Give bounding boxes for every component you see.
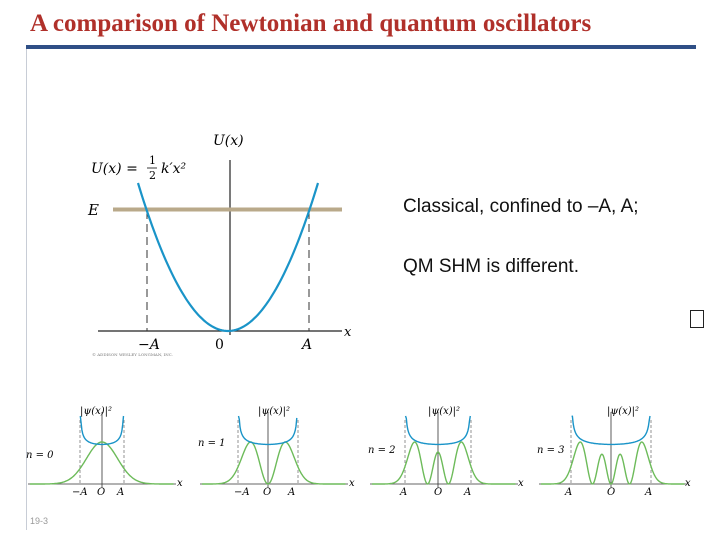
- psi-label: |ψ(x)|²: [607, 406, 639, 417]
- missing-glyph-icon: [690, 310, 704, 328]
- tick-label-minus-a: −A: [72, 487, 88, 498]
- tick-label-origin: O: [97, 487, 105, 498]
- classical-potential-plot: U(x) U(x) = 1 2 k′x² E x −A 0 A © ADDISO…: [80, 125, 365, 370]
- psi-label: |ψ(x)|²: [80, 406, 112, 417]
- tick-label-a: A: [463, 487, 471, 498]
- quantum-panel-n3: |ψ(x)|² n = 3 A O A x: [535, 398, 703, 523]
- n-label: n = 3: [537, 445, 565, 456]
- slide-number: 19-3: [30, 516, 49, 526]
- quantum-panel-n1: |ψ(x)|² n = 1 −A O A x: [196, 398, 364, 523]
- quantum-probability-curve: [541, 441, 685, 485]
- slide-title: A comparison of Newtonian and quantum os…: [30, 10, 592, 37]
- potential-equation-label: U(x) =: [91, 161, 138, 177]
- tick-label-zero: 0: [215, 337, 224, 353]
- n-label: n = 2: [368, 445, 396, 456]
- tick-label-a: A: [287, 487, 295, 498]
- tick-label-origin: O: [263, 487, 271, 498]
- y-axis-label: U(x): [213, 133, 244, 149]
- classical-probability-curve: [571, 415, 651, 446]
- tick-label-minus-a: −A: [138, 337, 160, 353]
- n-label: n = 1: [198, 438, 226, 449]
- left-margin-rule: [26, 49, 27, 530]
- x-axis-label: x: [344, 325, 352, 340]
- title-underline: [26, 45, 696, 49]
- tick-label-minus-a: −A: [234, 487, 250, 498]
- potential-parabola: [136, 182, 320, 333]
- potential-equation-tail: k′x²: [161, 161, 187, 177]
- x-axis-label: x: [349, 478, 355, 489]
- tick-label-origin: O: [607, 487, 615, 498]
- quantum-probability-curve: [202, 441, 346, 485]
- tick-label-a: A: [300, 337, 312, 353]
- tick-label-a: A: [644, 487, 652, 498]
- classical-probability-curve: [404, 415, 471, 446]
- tick-label-a: A: [116, 487, 124, 498]
- energy-label: E: [87, 201, 99, 219]
- tick-label-origin: O: [434, 487, 442, 498]
- bullet-quantum: QM SHM is different.: [403, 256, 579, 277]
- classical-probability-curve: [237, 415, 298, 446]
- classical-probability-curve: [79, 415, 125, 446]
- energy-level-line: [113, 207, 342, 212]
- bullet-classical: Classical, confined to –A, A;: [403, 196, 639, 217]
- x-axis-label: x: [518, 478, 524, 489]
- quantum-panel-n2: |ψ(x)|² n = 2 A O A x: [366, 398, 534, 523]
- psi-label: |ψ(x)|²: [428, 406, 460, 417]
- fraction-numerator: 1: [149, 154, 156, 167]
- tick-label-minus-a: A: [399, 487, 407, 498]
- psi-label: |ψ(x)|²: [258, 406, 290, 417]
- quantum-probability-curve: [30, 441, 174, 485]
- quantum-panel-n0: |ψ(x)|² n = 0 −A O A x: [24, 398, 192, 523]
- x-axis-label: x: [685, 478, 691, 489]
- tick-label-minus-a: A: [564, 487, 572, 498]
- x-axis-label: x: [177, 478, 183, 489]
- quantum-probability-curve: [372, 441, 516, 485]
- n-label: n = 0: [26, 450, 54, 461]
- copyright-note: © ADDISON WESLEY LONGMAN, INC.: [92, 352, 173, 357]
- fraction-denominator: 2: [149, 169, 156, 182]
